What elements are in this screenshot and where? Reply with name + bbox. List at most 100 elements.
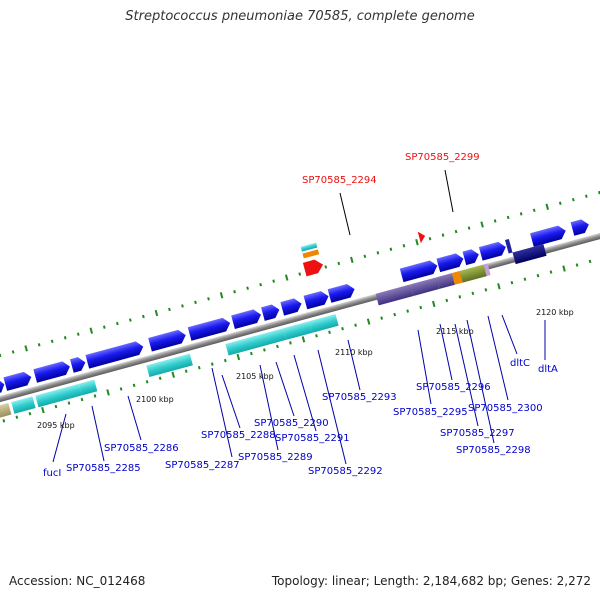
- gene-label[interactable]: SP70585_2300: [468, 403, 543, 414]
- feature-block[interactable]: [11, 396, 36, 414]
- gene-label[interactable]: SP70585_2287: [165, 460, 240, 471]
- tick-mark: [519, 212, 523, 216]
- feature-block[interactable]: [459, 264, 487, 283]
- gene-arrow[interactable]: [70, 356, 87, 373]
- tick-mark: [467, 226, 471, 230]
- leader-line: [52, 413, 67, 463]
- tick-mark: [493, 219, 497, 223]
- tick-mark: [67, 401, 71, 405]
- gene-arrow[interactable]: [261, 303, 281, 321]
- tick-mark: [259, 282, 262, 287]
- inner-tick-row: [2, 259, 592, 423]
- gene-label[interactable]: SP70585_2292: [308, 466, 383, 477]
- highlight-gene-arrow[interactable]: [417, 230, 427, 244]
- gene-label[interactable]: SP70585_2286: [104, 443, 179, 454]
- leader-line: [91, 405, 105, 462]
- gene-label[interactable]: SP70585_2289: [238, 452, 313, 463]
- gene-arrow[interactable]: [148, 328, 187, 352]
- feature-block[interactable]: [451, 271, 463, 285]
- feature-block[interactable]: [146, 353, 193, 378]
- tick-mark: [419, 305, 423, 310]
- feature-block[interactable]: [410, 277, 440, 296]
- gene-label[interactable]: dltC: [510, 358, 530, 369]
- gene-arrow[interactable]: [436, 252, 465, 273]
- gene-arrow[interactable]: [33, 360, 71, 383]
- tick-mark: [363, 254, 367, 259]
- gene-label[interactable]: SP70585_2295: [393, 407, 468, 418]
- gene-arrow[interactable]: [303, 290, 331, 310]
- feature-block[interactable]: [35, 383, 82, 408]
- gene-label[interactable]: SP70585_2299: [405, 152, 480, 163]
- tick-mark: [337, 261, 341, 266]
- feature-block[interactable]: [283, 321, 313, 340]
- gene-label[interactable]: SP70585_2296: [416, 382, 491, 393]
- gene-label[interactable]: SP70585_2293: [322, 392, 397, 403]
- tick-mark: [276, 344, 279, 349]
- gene-label[interactable]: SP70585_2294: [302, 175, 377, 186]
- tick-mark: [289, 341, 292, 345]
- gene-arrow[interactable]: [280, 297, 303, 316]
- gene-label[interactable]: dltA: [538, 364, 558, 375]
- gene-arrow[interactable]: [530, 224, 567, 247]
- highlight-marker[interactable]: [302, 249, 320, 259]
- tick-mark: [497, 283, 501, 290]
- gene-arrow[interactable]: [399, 259, 439, 283]
- gene-label[interactable]: SP70585_2288: [201, 430, 276, 441]
- tick-mark: [480, 221, 484, 228]
- accession-text: Accession: NC_012468: [9, 574, 146, 588]
- gene-box[interactable]: [504, 238, 513, 254]
- feature-block[interactable]: [375, 284, 414, 306]
- tick-mark: [246, 286, 249, 290]
- tick-mark: [28, 411, 32, 416]
- gene-arrow[interactable]: [85, 340, 145, 369]
- tick-mark: [272, 279, 276, 283]
- gene-arrow[interactable]: [327, 282, 357, 303]
- tick-mark: [154, 309, 159, 317]
- highlight-marker[interactable]: [300, 242, 318, 252]
- feature-block[interactable]: [512, 244, 547, 265]
- tick-mark: [510, 281, 514, 285]
- tick-mark: [598, 190, 600, 195]
- tick-mark: [0, 353, 2, 358]
- tick-mark: [54, 404, 58, 409]
- tick-mark: [158, 376, 162, 380]
- gene-arrow[interactable]: [462, 248, 481, 266]
- leader-line: [487, 315, 509, 401]
- gene-arrow[interactable]: [187, 316, 232, 341]
- tick-mark: [210, 362, 214, 366]
- gene-label[interactable]: SP70585_2285: [66, 463, 141, 474]
- feature-block[interactable]: [436, 273, 455, 289]
- gene-label[interactable]: SP70585_2297: [440, 428, 515, 439]
- leader-line: [293, 354, 317, 432]
- topology-text: Topology: linear; Length: 2,184,682 bp; …: [271, 574, 591, 588]
- tick-mark: [532, 208, 536, 213]
- gene-arrow[interactable]: [3, 370, 33, 391]
- tick-mark: [402, 244, 406, 248]
- tick-mark: [584, 194, 588, 198]
- gene-label[interactable]: SP70585_2298: [456, 445, 531, 456]
- feature-block[interactable]: [483, 263, 491, 277]
- tick-mark: [571, 198, 575, 202]
- gene-label[interactable]: SP70585_2290: [254, 418, 329, 429]
- tick-mark: [432, 300, 436, 308]
- gene-arrow[interactable]: [570, 218, 591, 236]
- leader-line: [417, 329, 432, 405]
- tick-mark: [588, 259, 592, 264]
- gene-arrow[interactable]: [231, 308, 263, 329]
- gene-label[interactable]: fucI: [43, 468, 61, 479]
- feature-block[interactable]: [78, 379, 98, 396]
- tick-mark: [328, 330, 331, 334]
- feature-block[interactable]: [0, 402, 12, 421]
- tick-mark: [284, 274, 289, 281]
- feature-block[interactable]: [225, 328, 287, 356]
- highlight-gene-arrow[interactable]: [302, 258, 325, 277]
- tick-mark: [219, 292, 224, 299]
- tick-mark: [376, 251, 380, 255]
- gene-label[interactable]: SP70585_2291: [275, 433, 350, 444]
- tick-mark: [50, 339, 54, 344]
- feature-block[interactable]: [309, 314, 339, 333]
- tick-mark: [41, 406, 45, 414]
- tick-mark: [458, 295, 462, 299]
- gene-arrow[interactable]: [478, 240, 508, 261]
